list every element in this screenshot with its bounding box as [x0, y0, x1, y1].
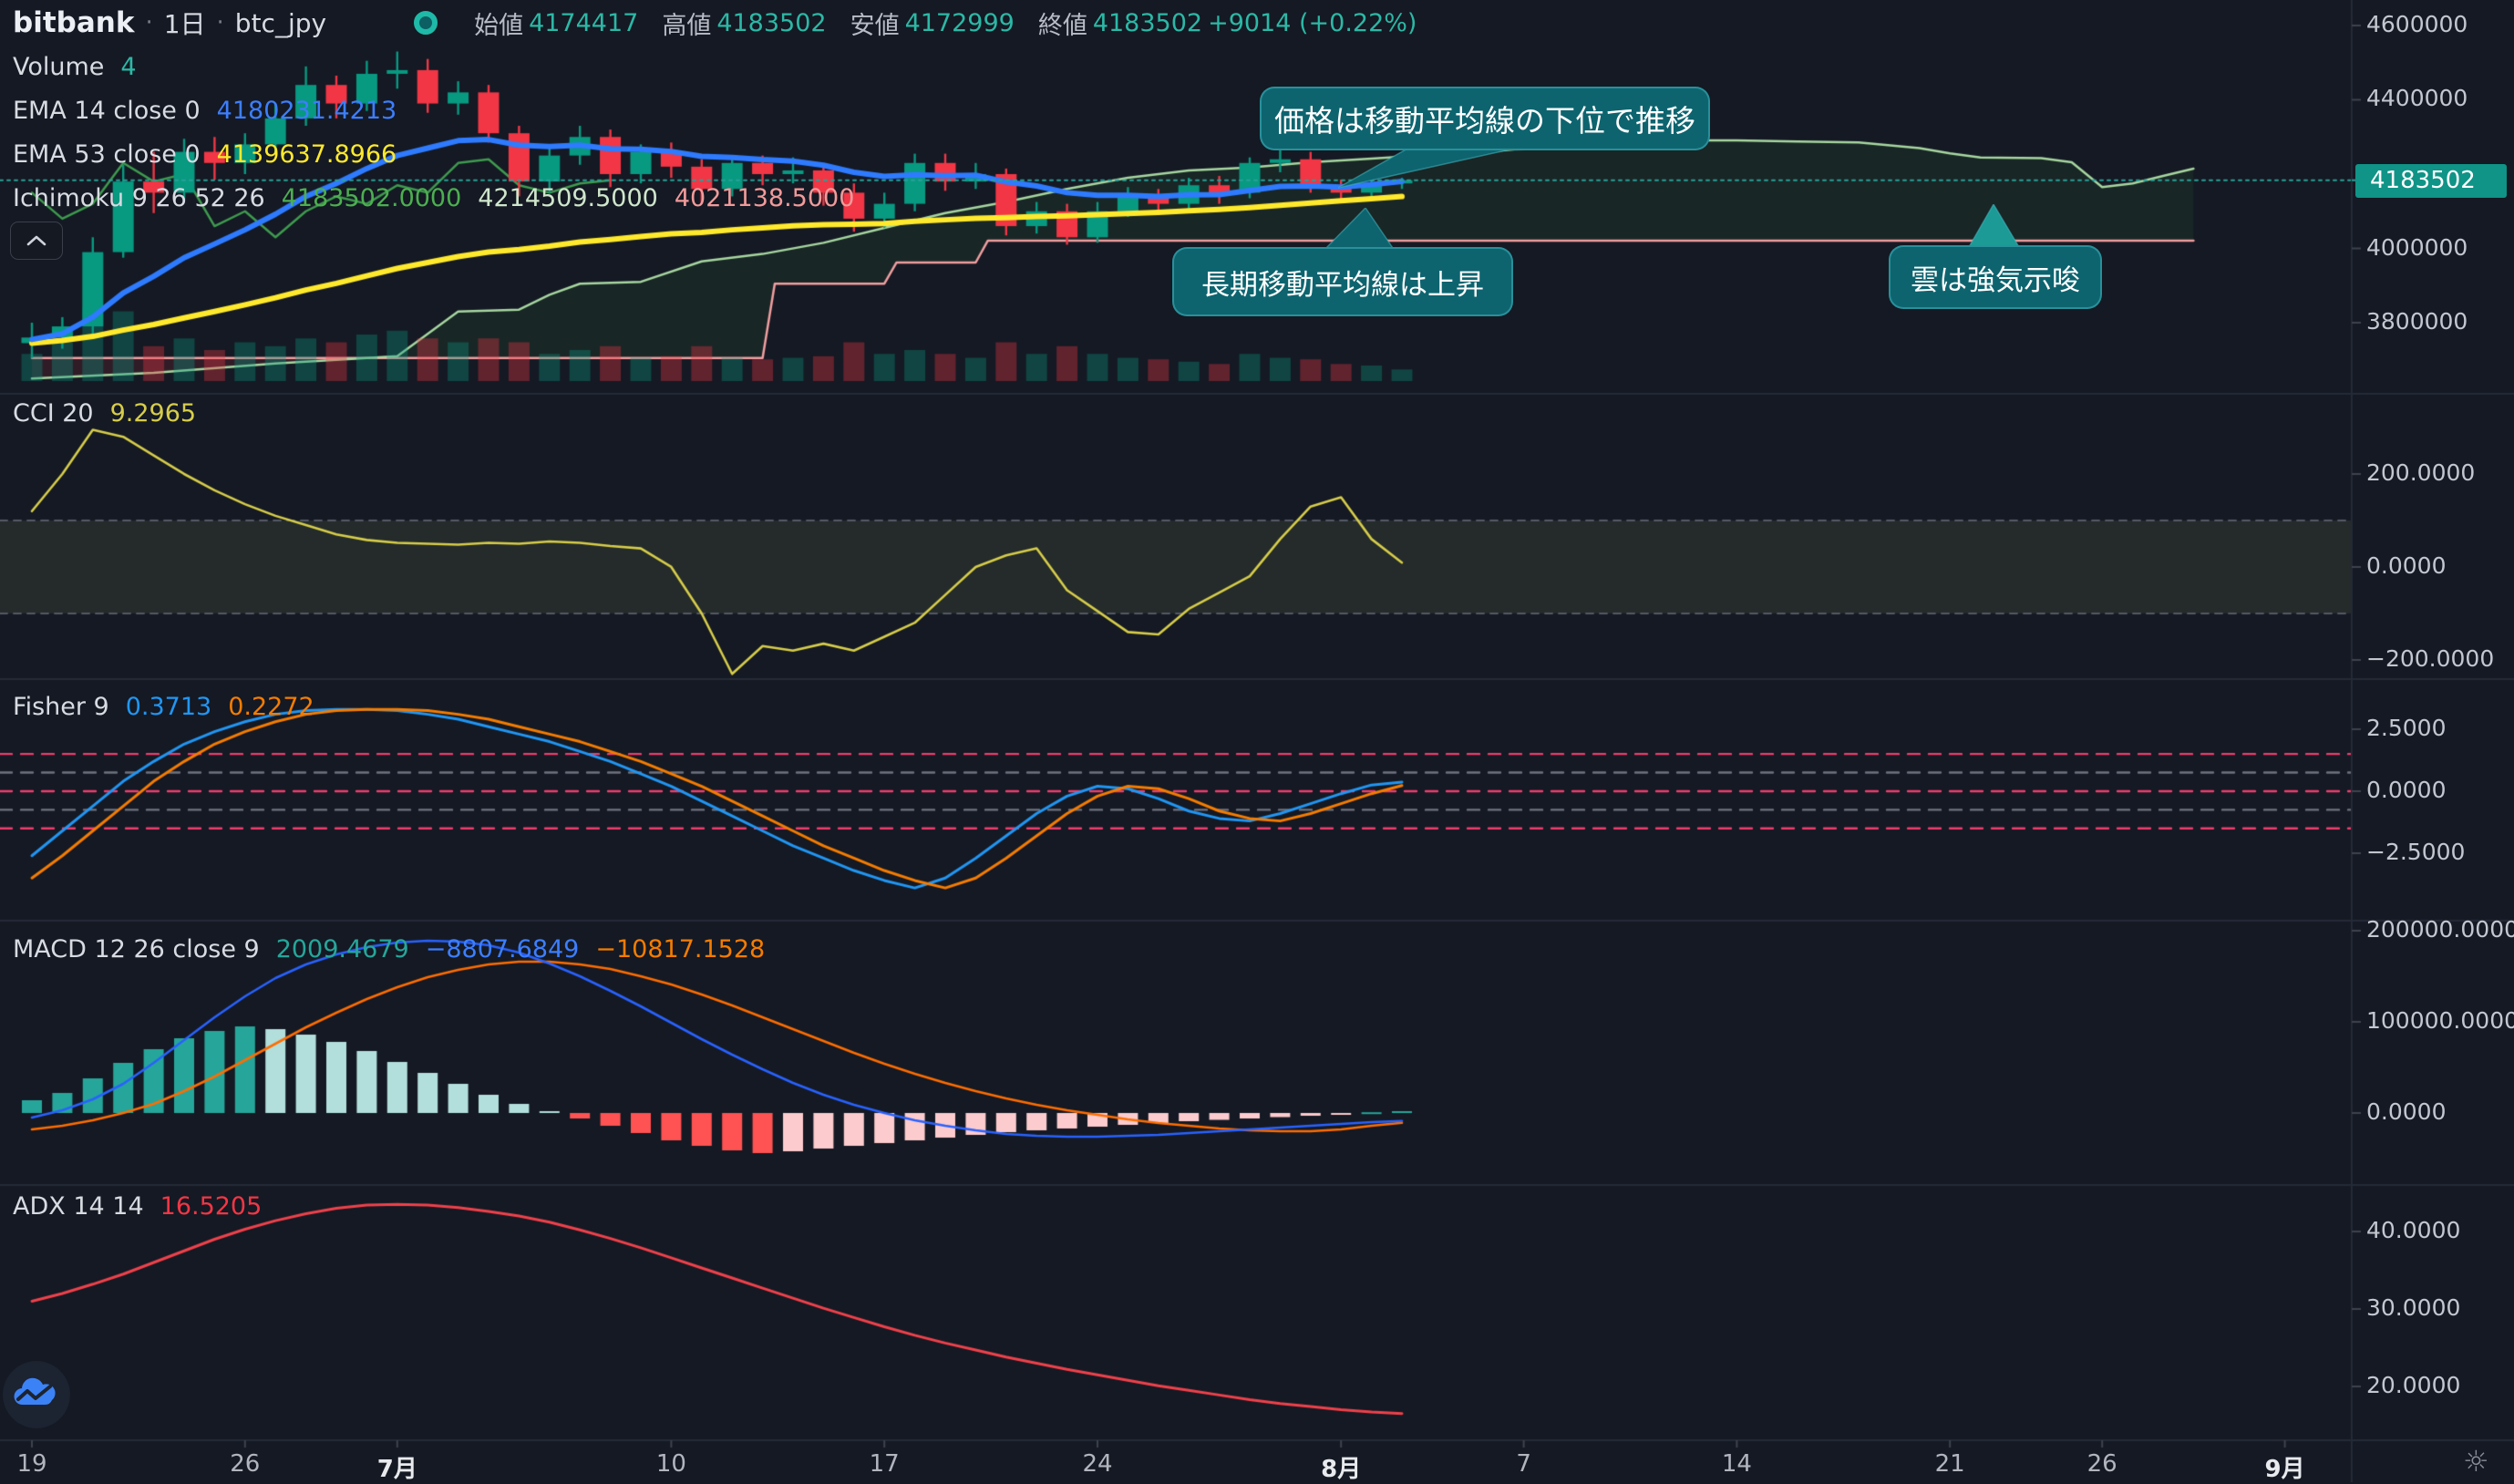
- cloud-chart-icon: [3, 1361, 70, 1428]
- time-axis-label: 21: [1934, 1450, 1965, 1478]
- interval-label[interactable]: 1日: [163, 9, 206, 39]
- time-axis-label: 26: [230, 1450, 261, 1478]
- time-axis-label: 17: [869, 1450, 900, 1478]
- time-axis-label: 24: [1082, 1450, 1113, 1478]
- axis-settings-sun-icon[interactable]: ☼: [2463, 1444, 2489, 1479]
- watermark-cloud-logo: [3, 1361, 70, 1428]
- time-axis-label: 9月: [2264, 1456, 2305, 1483]
- callout-price-below-ma-text: 価格は移動平均線の下位で推移: [1274, 103, 1695, 139]
- high-label: 高値: [662, 11, 712, 40]
- callout-longterm-ma-up-text: 長期移動平均線は上昇: [1201, 268, 1484, 302]
- last-price-tag: 4183502: [2355, 164, 2507, 198]
- callout-longterm-ma-up[interactable]: 長期移動平均線は上昇: [1172, 247, 1513, 316]
- change-value: +9014 (+0.22%): [1208, 8, 1417, 37]
- market-status-icon: [414, 11, 438, 35]
- legend-ema53-value: 4139637.8966: [216, 140, 397, 169]
- legend-macd-value: −8807.6849: [425, 935, 580, 964]
- time-axis-label: 8月: [1321, 1456, 1362, 1483]
- y-axis-label: 4600000: [2366, 10, 2468, 37]
- y-axis-label: −2.5000: [2366, 838, 2466, 865]
- legend-ichimoku-lead2-value: 4021138.5000: [674, 184, 855, 212]
- legend-cci-title[interactable]: CCI 20: [13, 399, 94, 428]
- legend-ema14-title[interactable]: EMA 14 close 0: [13, 97, 201, 125]
- symbol-name[interactable]: bitbank: [13, 6, 135, 39]
- low-value: 4172999: [904, 8, 1015, 37]
- legend-cci: CCI 20 9.2965: [13, 399, 196, 428]
- y-axis-label: 2.5000: [2366, 714, 2447, 741]
- close-value: 4183502: [1092, 8, 1203, 37]
- y-axis-label: 20.0000: [2366, 1372, 2461, 1398]
- y-axis-label: 3800000: [2366, 308, 2468, 335]
- y-axis-label: 0.0000: [2366, 1098, 2447, 1125]
- high-value: 4183502: [716, 8, 827, 37]
- legend-ema14: EMA 14 close 0 4180231.4213: [13, 97, 397, 125]
- legend-fisher-value: 0.3713: [125, 693, 212, 721]
- legend-adx: ADX 14 14 16.5205: [13, 1192, 262, 1221]
- y-axis-label: −200.0000: [2366, 644, 2495, 672]
- legend-ichimoku-lead1-value: 4214509.5000: [478, 184, 658, 212]
- y-axis-label: 200.0000: [2366, 459, 2476, 486]
- legend-volume-value: 4: [120, 53, 137, 81]
- legend-ichimoku-lagging-value: 4183502.0000: [281, 184, 462, 212]
- separator-dot: ·: [216, 9, 224, 36]
- y-axis-label: 4000000: [2366, 233, 2468, 261]
- callout-price-below-ma[interactable]: 価格は移動平均線の下位で推移: [1260, 87, 1710, 150]
- chevron-up-icon: [26, 235, 46, 246]
- pair-name[interactable]: btc_jpy: [234, 7, 327, 38]
- callout-tail: [1322, 208, 1396, 252]
- separator-dot: ·: [145, 9, 153, 36]
- y-axis-label: 30.0000: [2366, 1294, 2461, 1321]
- low-label: 安値: [850, 11, 900, 40]
- y-axis-label: 40.0000: [2366, 1217, 2461, 1243]
- close-label: 終値: [1037, 11, 1087, 40]
- y-axis-label: 4400000: [2366, 85, 2468, 112]
- legend-macd-signal-value: −10817.1528: [595, 935, 766, 964]
- legend-cci-value: 9.2965: [109, 399, 197, 428]
- open-label: 始値: [474, 11, 524, 40]
- y-axis-label: 100000.0000: [2366, 1007, 2514, 1034]
- time-axis-label: 10: [655, 1450, 686, 1478]
- legend-fisher-title[interactable]: Fisher 9: [13, 693, 109, 721]
- legend-volume: Volume 4: [13, 53, 137, 81]
- legend-ema14-value: 4180231.4213: [216, 97, 397, 125]
- y-axis-label: 0.0000: [2366, 776, 2447, 803]
- legend-ema53: EMA 53 close 0 4139637.8966: [13, 140, 397, 169]
- legend-ema53-title[interactable]: EMA 53 close 0: [13, 140, 201, 169]
- legend-adx-title[interactable]: ADX 14 14: [13, 1192, 144, 1221]
- callout-cloud-bullish[interactable]: 雲は強気示唆: [1889, 245, 2102, 309]
- legend-ichimoku-title[interactable]: Ichimoku 9 26 52 26: [13, 184, 265, 212]
- callout-cloud-bullish-text: 雲は強気示唆: [1911, 263, 2080, 297]
- y-axis-label: 0.0000: [2366, 551, 2447, 579]
- legend-fisher: Fisher 9 0.3713 0.2272: [13, 693, 314, 721]
- open-value: 4174417: [529, 8, 639, 37]
- legend-macd-hist-value: 2009.4679: [275, 935, 409, 964]
- legend-ichimoku: Ichimoku 9 26 52 26 4183502.0000 4214509…: [13, 184, 854, 212]
- time-axis-label: 19: [16, 1450, 47, 1478]
- time-axis-label: 7月: [376, 1456, 417, 1483]
- collapse-legend-button[interactable]: [10, 222, 63, 260]
- legend-adx-value: 16.5205: [160, 1192, 263, 1221]
- time-axis-label: 26: [2086, 1450, 2117, 1478]
- legend-macd: MACD 12 26 close 9 2009.4679 −8807.6849 …: [13, 935, 765, 964]
- time-axis-label: 14: [1721, 1450, 1752, 1478]
- legend-macd-title[interactable]: MACD 12 26 close 9: [13, 935, 260, 964]
- y-axis-label: 200000.0000: [2366, 916, 2514, 943]
- time-axis-label: 7: [1516, 1450, 1531, 1478]
- legend-fisher-signal-value: 0.2272: [228, 693, 314, 721]
- legend-volume-title[interactable]: Volume: [13, 53, 105, 81]
- header-bar: bitbank · 1日 · btc_jpy 始値 4174417 高値 418…: [13, 5, 1417, 40]
- callout-tail: [1967, 204, 2021, 248]
